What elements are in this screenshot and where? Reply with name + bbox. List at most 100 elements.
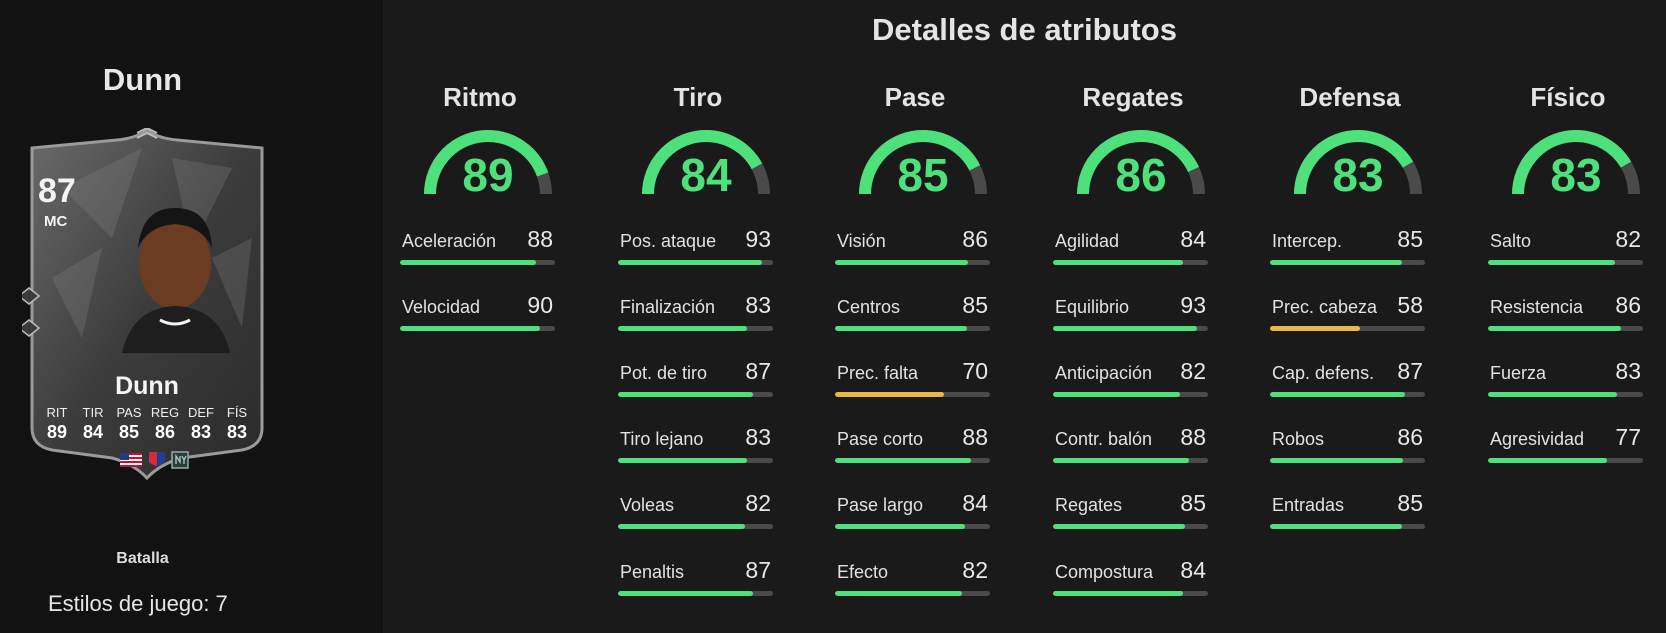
card-rating: 87	[38, 172, 76, 210]
attribute-name: Resistencia	[1490, 297, 1584, 317]
attribute-bar-fill	[835, 392, 944, 397]
category-column-2: Pase 85 Visión 86 Centros 85 Prec. falta 70 Pase…	[835, 0, 995, 633]
category-name: Regates	[1082, 82, 1184, 112]
card-stat-label: PAS	[116, 405, 142, 420]
attribute-bar-fill	[1053, 524, 1185, 529]
attribute-row: Agilidad 84	[1053, 226, 1208, 271]
attribute-name: Agresividad	[1490, 429, 1585, 449]
attribute-bar	[1053, 326, 1208, 331]
gauge-fill	[424, 130, 552, 195]
us-flag-icon	[120, 453, 142, 467]
attribute-row: Aceleración 88	[400, 226, 555, 271]
attribute-name: Fuerza	[1490, 363, 1547, 383]
attribute-value: 84	[1180, 226, 1206, 252]
attribute-row: Robos 86	[1270, 424, 1425, 469]
gauge-fill	[642, 130, 770, 195]
attribute-name: Compostura	[1055, 562, 1154, 582]
attribute-value: 93	[745, 226, 771, 252]
attribute-value: 85	[962, 292, 988, 318]
attribute-row: Prec. cabeza 58	[1270, 292, 1425, 337]
attribute-bar	[1053, 458, 1208, 463]
attribute-value: 83	[1615, 358, 1641, 384]
attribute-bar-fill	[835, 458, 972, 463]
attribute-name: Velocidad	[402, 297, 481, 317]
attribute-name: Prec. falta	[837, 363, 919, 383]
category-column-4: Defensa 83 Intercep. 85 Prec. cabeza 58 Cap. d…	[1270, 0, 1430, 633]
attribute-row: Pot. de tiro 87	[618, 358, 773, 403]
attribute-bar	[1488, 326, 1643, 331]
page-title: Detalles de atributos	[872, 12, 1177, 47]
attribute-bar-fill	[1270, 524, 1402, 529]
attribute-row: Finalización 83	[618, 292, 773, 337]
card-stat-value: 83	[190, 422, 212, 442]
attribute-bar	[1053, 392, 1208, 397]
attribute-bar	[1053, 591, 1208, 596]
gauge-fill	[1512, 130, 1640, 195]
attribute-bar	[1270, 392, 1425, 397]
card-stat-labels: RIT TIR PAS REG DEF FÍS	[40, 405, 254, 420]
attribute-bar-fill	[835, 260, 969, 265]
playstyles-count: Estilos de juego: 7	[48, 591, 228, 616]
ny-club-icon	[171, 451, 189, 469]
attribute-bar	[1270, 326, 1425, 331]
attribute-value: 84	[962, 490, 988, 516]
category-rating: 85	[897, 149, 949, 201]
attribute-name: Visión	[837, 231, 886, 251]
attribute-bar-fill	[1270, 392, 1405, 397]
player-card[interactable]: 87 MC Dunn RIT TIR PAS REG DEF FÍS 89 84…	[22, 128, 272, 493]
attribute-value: 87	[1397, 358, 1423, 384]
attribute-bar-fill	[1053, 260, 1184, 265]
attribute-bar	[400, 260, 555, 265]
attribute-row: Salto 82	[1488, 226, 1643, 271]
card-stat-label: FÍS	[226, 405, 248, 420]
attribute-row: Pase corto 88	[835, 424, 990, 469]
attribute-row: Visión 86	[835, 226, 990, 271]
attribute-bar	[1488, 392, 1643, 397]
card-stat-value: 83	[226, 422, 248, 442]
attribute-value: 85	[1180, 490, 1206, 516]
category-name: Tiro	[673, 82, 723, 112]
category-column-1: Tiro 84 Pos. ataque 93 Finalización 83 Pot. de…	[618, 0, 778, 633]
attribute-bar	[618, 392, 773, 397]
attribute-name: Contr. balón	[1055, 429, 1153, 449]
attribute-row: Regates 85	[1053, 490, 1208, 535]
attribute-bar-fill	[1053, 591, 1184, 596]
card-stat-label: RIT	[46, 405, 68, 420]
card-stat-label: TIR	[82, 405, 104, 420]
attribute-bar-fill	[618, 458, 747, 463]
attribute-row: Equilibrio 93	[1053, 292, 1208, 337]
attribute-bar-fill	[1488, 458, 1608, 463]
attribute-bar	[618, 524, 773, 529]
attribute-bar-fill	[835, 326, 967, 331]
attribute-name: Equilibrio	[1055, 297, 1130, 317]
attribute-row: Agresividad 77	[1488, 424, 1643, 469]
category-gauge	[1294, 130, 1422, 195]
attribute-value: 84	[1180, 557, 1206, 583]
attribute-value: 87	[745, 557, 771, 583]
card-stat-value: 86	[154, 422, 176, 442]
attribute-bar-fill	[618, 392, 753, 397]
attribute-value: 85	[1397, 226, 1423, 252]
category-column-3: Regates 86 Agilidad 84 Equilibrio 93 Anticipac…	[1053, 0, 1213, 633]
attribute-bar	[835, 591, 990, 596]
card-badges	[120, 451, 189, 469]
attribute-value: 70	[962, 358, 988, 384]
attribute-row: Contr. balón 88	[1053, 424, 1208, 469]
attribute-row: Fuerza 83	[1488, 358, 1643, 403]
category-rating: 89	[462, 149, 514, 201]
attribute-bar-fill	[1270, 260, 1402, 265]
attribute-value: 88	[1180, 424, 1206, 450]
attribute-bar-fill	[618, 591, 753, 596]
attribute-bar-fill	[835, 591, 963, 596]
attribute-bar-fill	[835, 524, 966, 529]
attribute-name: Entradas	[1272, 495, 1345, 515]
attribute-bar	[618, 260, 773, 265]
attribute-bar	[1270, 524, 1425, 529]
gauge-fill	[859, 130, 987, 195]
attribute-row: Anticipación 82	[1053, 358, 1208, 403]
attribute-bar	[1053, 524, 1208, 529]
category-gauge	[1512, 130, 1640, 195]
category-name: Pase	[884, 82, 946, 112]
attribute-value: 88	[962, 424, 988, 450]
attribute-name: Salto	[1490, 231, 1532, 251]
